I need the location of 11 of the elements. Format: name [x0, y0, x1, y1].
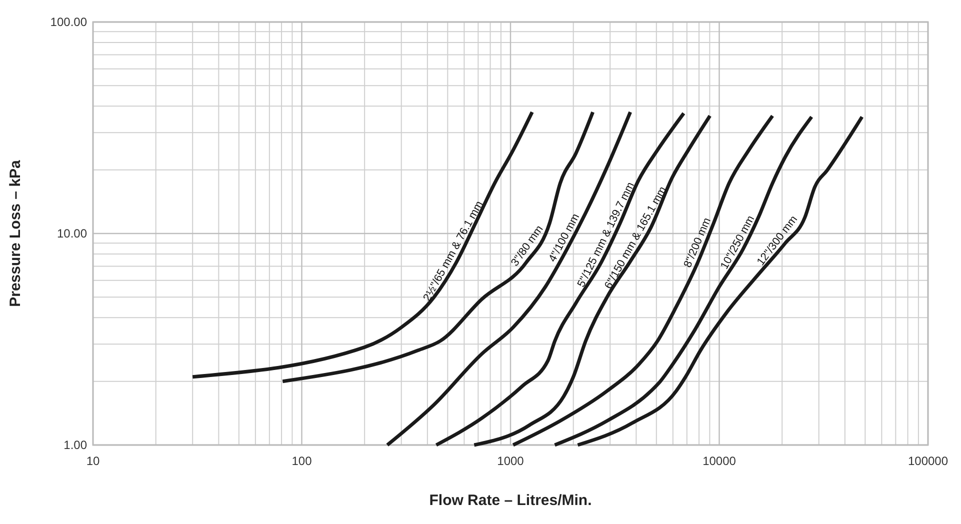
text: 8"/200 mm — [682, 216, 714, 270]
y-axis-title: Pressure Loss – kPa — [7, 159, 24, 307]
x-tick-label: 1000 — [497, 454, 524, 468]
x-axis-title: Flow Rate – Litres/Min. — [429, 492, 592, 509]
x-tick-label: 10000 — [702, 454, 736, 468]
x-tick-label: 100 — [292, 454, 312, 468]
y-tick-label: 1.00 — [64, 438, 88, 452]
y-tick-label: 100.00 — [50, 14, 88, 29]
y-tick-label: 10.00 — [56, 226, 88, 240]
x-tick-label: 10 — [86, 454, 100, 468]
x-tick-label: 100000 — [908, 454, 948, 468]
